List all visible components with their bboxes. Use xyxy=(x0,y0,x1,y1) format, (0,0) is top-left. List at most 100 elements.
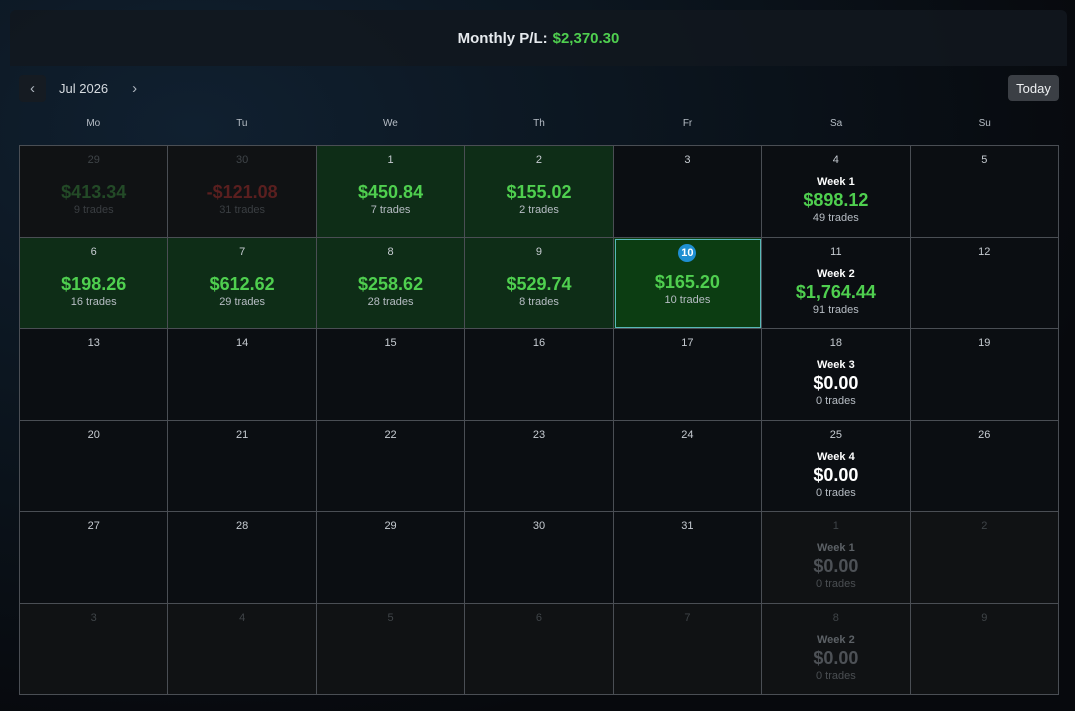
next-month-button[interactable]: › xyxy=(121,75,148,102)
calendar-day-cell[interactable]: 4 xyxy=(168,603,317,695)
weekday-label: Fr xyxy=(682,118,693,129)
weekday-label: Mo xyxy=(86,118,101,129)
calendar-day-cell[interactable]: 18 Week 3 $0.00 0 trades xyxy=(762,329,911,421)
week-summary-title: Week 3 xyxy=(816,359,855,371)
day-pnl: $198.26 xyxy=(61,273,127,294)
calendar-day-cell[interactable]: 17 xyxy=(613,329,763,421)
day-number: 2 xyxy=(981,520,988,532)
prev-month-button[interactable]: ‹ xyxy=(19,75,46,102)
day-number: 11 xyxy=(830,245,842,258)
day-number: 3 xyxy=(90,611,97,624)
week-summary-pnl: $1,764.44 xyxy=(795,281,876,302)
day-number: 9 xyxy=(535,245,543,258)
calendar-day-cell[interactable]: 8 Week 2 $0.00 0 trades xyxy=(762,603,911,695)
calendar-day-cell[interactable]: 2 $155.02 2 trades xyxy=(465,146,614,238)
calendar-day-cell[interactable]: 13 xyxy=(20,329,169,421)
calendar-day-cell[interactable]: 16 xyxy=(465,329,614,421)
calendar-day-cell[interactable]: 15 xyxy=(316,329,466,421)
day-pnl: $450.84 xyxy=(358,182,424,202)
calendar-day-cell[interactable]: 7 $612.62 29 trades xyxy=(168,237,317,329)
week-summary-trades: 0 trades xyxy=(815,578,856,590)
day-pnl: $413.34 xyxy=(61,182,127,202)
month-navigation: ‹ Jul 2026 › xyxy=(19,75,148,102)
calendar-day-cell[interactable]: 30 -$121.08 31 trades xyxy=(168,146,317,238)
day-number: 19 xyxy=(978,337,991,349)
calendar-day-cell[interactable]: 7 xyxy=(613,603,763,695)
calendar-day-cell[interactable]: 19 xyxy=(910,329,1059,421)
week-summary-pnl: $0.00 xyxy=(813,647,859,668)
calendar-day-cell[interactable]: 10 $165.20 10 trades xyxy=(613,237,763,329)
day-number: 6 xyxy=(535,611,543,624)
day-number: 31 xyxy=(681,520,694,532)
day-pnl: $612.62 xyxy=(209,273,275,294)
day-number: 5 xyxy=(981,154,988,166)
calendar-day-cell[interactable]: 22 xyxy=(316,420,466,512)
calendar-day-cell[interactable]: 20 xyxy=(20,420,169,512)
calendar-grid: 29 $413.34 9 trades 30 -$121.08 31 trades 1 $45… xyxy=(19,145,1059,695)
calendar-day-cell[interactable]: 3 xyxy=(20,603,169,695)
calendar-day-cell[interactable]: 23 xyxy=(465,420,614,512)
calendar-day-cell[interactable]: 1 $450.84 7 trades xyxy=(316,146,466,238)
day-number: 3 xyxy=(684,154,691,166)
calendar-day-cell[interactable]: 30 xyxy=(465,512,614,604)
day-number: 25 xyxy=(829,428,842,441)
calendar-day-cell[interactable]: 12 xyxy=(910,237,1059,329)
calendar-day-cell[interactable]: 26 xyxy=(910,420,1059,512)
weekday-label: Tu xyxy=(236,118,248,129)
calendar-day-cell[interactable]: 5 xyxy=(910,146,1059,238)
weekday-label: We xyxy=(383,118,398,129)
day-number: 9 xyxy=(981,611,988,624)
day-pnl: $165.20 xyxy=(654,271,720,292)
week-summary-title: Week 1 xyxy=(816,542,855,554)
day-number: 20 xyxy=(87,428,100,441)
day-number: 7 xyxy=(239,245,246,258)
weekday-label: Su xyxy=(978,118,991,129)
calendar-day-cell[interactable]: 9 $529.74 8 trades xyxy=(465,237,614,329)
calendar-day-cell[interactable]: 14 xyxy=(168,329,317,421)
week-summary-title: Week 2 xyxy=(816,633,855,646)
week-summary-trades: 0 trades xyxy=(815,486,856,499)
calendar-day-cell[interactable]: 11 Week 2 $1,764.44 91 trades xyxy=(762,237,911,329)
day-number: 5 xyxy=(387,611,394,624)
calendar-day-cell[interactable]: 1 Week 1 $0.00 0 trades xyxy=(762,512,911,604)
calendar-day-cell[interactable]: 29 $413.34 9 trades xyxy=(20,146,169,238)
day-number: 16 xyxy=(532,337,546,349)
calendar-day-cell[interactable]: 9 xyxy=(910,603,1059,695)
calendar-day-cell[interactable]: 2 xyxy=(910,512,1059,604)
day-number: 21 xyxy=(236,428,249,441)
day-number: 6 xyxy=(90,245,97,258)
calendar-day-cell[interactable]: 4 Week 1 $898.12 49 trades xyxy=(762,146,911,238)
calendar-day-cell[interactable]: 31 xyxy=(613,512,763,604)
day-trade-count: 2 trades xyxy=(519,204,559,216)
calendar-day-cell[interactable]: 21 xyxy=(168,420,317,512)
calendar-day-cell[interactable]: 6 xyxy=(465,603,614,695)
calendar-day-cell[interactable]: 24 xyxy=(613,420,763,512)
calendar-day-cell[interactable]: 27 xyxy=(20,512,169,604)
calendar-day-cell[interactable]: 8 $258.62 28 trades xyxy=(316,237,466,329)
day-number: 4 xyxy=(832,154,839,166)
day-number: 2 xyxy=(535,154,543,166)
day-number: 29 xyxy=(87,154,100,166)
week-summary-pnl: $898.12 xyxy=(803,190,869,210)
weekday-label: Sa xyxy=(830,118,843,129)
day-number: 27 xyxy=(87,520,100,532)
week-summary-pnl: $0.00 xyxy=(813,556,859,576)
calendar-day-cell[interactable]: 29 xyxy=(316,512,466,604)
chevron-left-icon: ‹ xyxy=(30,80,35,97)
day-trade-count: 10 trades xyxy=(664,293,711,306)
day-number: 4 xyxy=(239,611,246,624)
day-number: 13 xyxy=(87,337,100,349)
calendar-day-cell[interactable]: 28 xyxy=(168,512,317,604)
calendar-day-cell[interactable]: 3 xyxy=(613,146,763,238)
calendar-day-cell[interactable]: 5 xyxy=(316,603,466,695)
today-button[interactable]: Today xyxy=(1008,75,1059,101)
day-number: 8 xyxy=(832,611,839,624)
calendar-day-cell[interactable]: 25 Week 4 $0.00 0 trades xyxy=(762,420,911,512)
week-summary-trades: 0 trades xyxy=(815,669,856,682)
week-summary-pnl: $0.00 xyxy=(813,373,859,393)
day-trade-count: 28 trades xyxy=(367,295,414,308)
day-number: 29 xyxy=(384,520,397,532)
day-number: 1 xyxy=(387,154,394,166)
calendar-day-cell[interactable]: 6 $198.26 16 trades xyxy=(20,237,169,329)
day-number: 17 xyxy=(681,337,694,349)
